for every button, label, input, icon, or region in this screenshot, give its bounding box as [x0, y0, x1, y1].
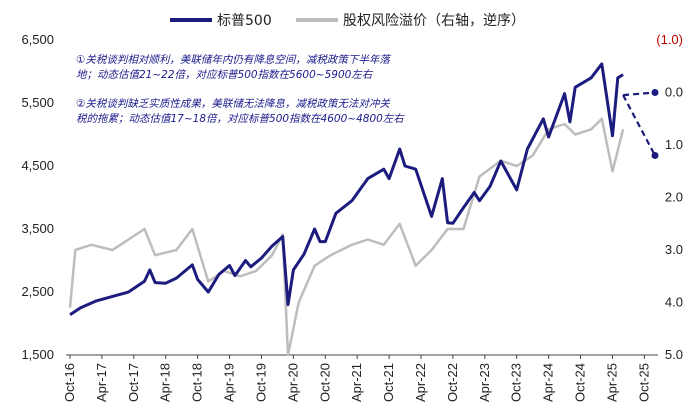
left-tick-label: 3,500 [21, 221, 54, 236]
scenario-end-point [651, 89, 659, 96]
x-tick-label: Oct-25 [636, 363, 651, 402]
series-line-标普500 [69, 62, 624, 316]
left-axis-ticks: 1,500 2,500 3,500 4,500 5,500 6,500 [21, 32, 54, 362]
right-tick-label: (1.0) [656, 32, 683, 47]
series-layer [68, 62, 659, 357]
right-tick-label: 5.0 [665, 347, 683, 362]
right-tick-label: 4.0 [665, 295, 683, 310]
x-tick-label: Oct-20 [317, 363, 332, 402]
x-tick-label: Apr-17 [94, 363, 109, 402]
x-tick-label: Apr-21 [349, 363, 364, 402]
series-line-scenario-2 [622, 94, 656, 157]
right-axis-ticks: (1.0) 0.0 1.0 2.0 3.0 4.0 5.0 [656, 32, 683, 362]
left-tick-label: 4,500 [21, 158, 54, 173]
x-tick-label: Apr-20 [285, 363, 300, 402]
annotation-block: ①关税谈判相对顺利，美联储年内仍有降息空间，减税政策下半年落 地；动态估值21~… [76, 54, 405, 125]
x-tick-label: Apr-24 [541, 363, 556, 402]
x-tick-label: Oct-23 [509, 363, 524, 402]
x-tick-label: Oct-22 [445, 363, 460, 402]
series-line-scenario-1 [623, 91, 656, 97]
x-tick-label: Apr-18 [158, 363, 173, 402]
left-tick-label: 2,500 [21, 284, 54, 299]
x-tick-label: Apr-19 [222, 363, 237, 402]
x-tick-label: Apr-23 [477, 363, 492, 402]
x-tick-label: Oct-16 [62, 363, 77, 402]
legend-label-erp: 股权风险溢价（右轴，逆序） [343, 13, 525, 29]
x-tick-label: Apr-25 [604, 363, 619, 402]
x-tick-label: Apr-22 [413, 363, 428, 402]
legend-label-sp500: 标普500 [217, 13, 272, 29]
x-axis-ticks: Oct-16 Apr-17 Oct-17 Apr-18 Oct-18 Apr-19 Oct-… [62, 355, 651, 402]
x-tick-label: Oct-24 [573, 363, 588, 402]
right-tick-label: 1.0 [665, 137, 683, 152]
annotation-line-2: 地；动态估值21~22倍，对应标普500指数在5600~5900左右 [76, 69, 374, 81]
x-tick-label: Oct-17 [126, 363, 141, 402]
legend: 标普500 股权风险溢价（右轴，逆序） [170, 13, 525, 29]
right-tick-label: 3.0 [665, 242, 683, 257]
scenario-end-point [651, 152, 659, 159]
annotation-line-3: ②关税谈判缺乏实质性成果，美联储无法降息，减税政策无法对冲关 [76, 98, 390, 110]
x-tick-label: Oct-21 [381, 363, 396, 402]
left-tick-label: 1,500 [21, 347, 54, 362]
left-tick-label: 5,500 [21, 95, 54, 110]
right-tick-label: 0.0 [665, 85, 683, 100]
annotation-line-1: ①关税谈判相对顺利，美联储年内仍有降息空间，减税政策下半年落 [76, 54, 391, 66]
x-tick-label: Oct-18 [190, 363, 205, 402]
right-tick-label: 2.0 [665, 190, 683, 205]
x-tick-label: Oct-19 [253, 363, 268, 402]
series-line-股权风险溢价（右轴，逆序） [68, 117, 625, 357]
left-tick-label: 6,500 [21, 32, 54, 47]
annotation-line-4: 税的拖累；动态估值17~18倍，对应标普500指数在4600~4800左右 [76, 113, 405, 125]
